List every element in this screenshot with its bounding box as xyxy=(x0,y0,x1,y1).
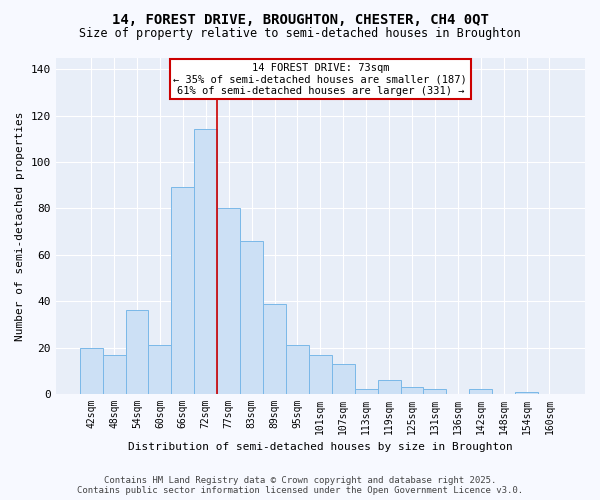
Bar xyxy=(240,241,263,394)
Text: 14, FOREST DRIVE, BROUGHTON, CHESTER, CH4 0QT: 14, FOREST DRIVE, BROUGHTON, CHESTER, CH… xyxy=(112,12,488,26)
X-axis label: Distribution of semi-detached houses by size in Broughton: Distribution of semi-detached houses by … xyxy=(128,442,513,452)
Bar xyxy=(286,346,309,394)
Bar xyxy=(377,380,401,394)
Bar xyxy=(80,348,103,394)
Bar xyxy=(332,364,355,394)
Text: Contains HM Land Registry data © Crown copyright and database right 2025.
Contai: Contains HM Land Registry data © Crown c… xyxy=(77,476,523,495)
Bar xyxy=(194,130,217,394)
Bar xyxy=(401,387,424,394)
Y-axis label: Number of semi-detached properties: Number of semi-detached properties xyxy=(15,111,25,340)
Bar xyxy=(217,208,240,394)
Bar xyxy=(125,310,148,394)
Bar xyxy=(424,390,446,394)
Bar xyxy=(148,346,172,394)
Bar xyxy=(515,392,538,394)
Bar xyxy=(309,354,332,394)
Text: 14 FOREST DRIVE: 73sqm
← 35% of semi-detached houses are smaller (187)
61% of se: 14 FOREST DRIVE: 73sqm ← 35% of semi-det… xyxy=(173,62,467,96)
Text: Size of property relative to semi-detached houses in Broughton: Size of property relative to semi-detach… xyxy=(79,28,521,40)
Bar xyxy=(263,304,286,394)
Bar xyxy=(172,188,194,394)
Bar xyxy=(469,390,492,394)
Bar xyxy=(355,390,377,394)
Bar xyxy=(103,354,125,394)
